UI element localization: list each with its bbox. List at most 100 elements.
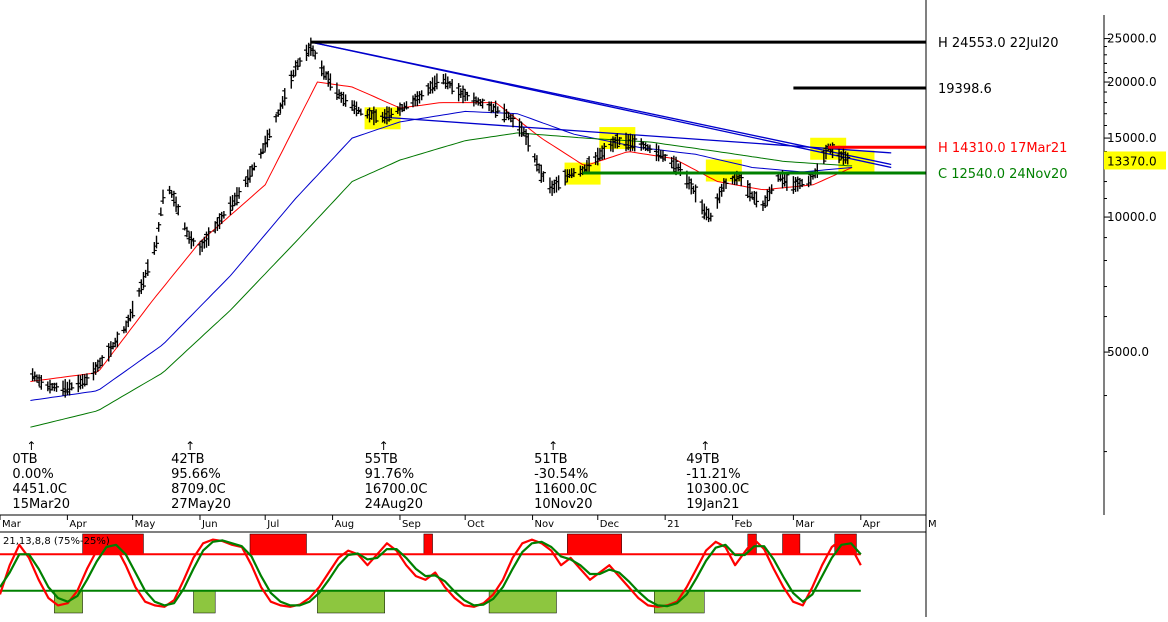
overbought-zone — [249, 533, 307, 555]
price-bar — [723, 178, 729, 189]
overbought-zone — [567, 533, 622, 555]
price-bar — [614, 133, 620, 149]
moving-average-line — [30, 81, 853, 382]
price-bar — [601, 142, 607, 160]
date-tick-label: 21 — [667, 519, 680, 530]
price-bar — [38, 374, 44, 390]
price-bar — [845, 152, 851, 165]
price-tick-label: 10000.0 — [1107, 210, 1157, 224]
oscillator-panel: 21,13,8,8 (75%-25%) — [0, 531, 926, 614]
price-bar — [799, 178, 805, 188]
date-axis: Mar Apr May Jun Jul Aug Sep Oct Nov Dec 21 Feb Mar Ap… — [0, 514, 937, 530]
moving-average-layer — [30, 81, 853, 428]
price-bar — [154, 235, 160, 249]
price-bar — [480, 98, 486, 109]
date-tick-label: Mar — [2, 519, 22, 530]
price-bar — [158, 207, 164, 217]
date-tick-label: Jun — [201, 519, 218, 530]
date-tick-label: May — [135, 519, 156, 530]
price-bar — [282, 88, 288, 106]
price-bar — [69, 382, 75, 391]
price-bar — [297, 57, 303, 67]
date-tick-label: Aug — [335, 519, 355, 530]
level-line-label: H 24553.0 22Jul20 — [938, 36, 1059, 51]
oscillator-slow-line — [0, 539, 862, 608]
price-bar — [562, 169, 568, 186]
price-axis: 25000.0 20000.0 15000.0 10000.0 5000.0 13370.… — [925, 0, 1166, 617]
price-bar — [54, 382, 60, 392]
overbought-zone — [423, 533, 433, 555]
price-bar — [571, 168, 577, 178]
price-bar — [290, 69, 296, 78]
swing-annotation: ↑ 49TB -11.21% 10300.0C 19Jan21 — [686, 440, 750, 512]
annotation-line: -30.54% — [534, 467, 589, 482]
annotation-line: 49TB — [686, 452, 720, 467]
annotation-line: 42TB — [171, 452, 205, 467]
price-bar — [769, 184, 775, 195]
annotation-line: 0.00% — [12, 467, 54, 482]
swing-annotation: ↑ 51TB -30.54% 11600.0C 10Nov20 — [534, 439, 597, 512]
level-line-label: 19398.6 — [938, 82, 992, 97]
price-bar — [251, 162, 257, 171]
price-bar — [419, 90, 425, 101]
price-bar — [662, 154, 668, 162]
level-line-label: C 12540.0 24Nov20 — [938, 167, 1068, 182]
price-tick-label: 25000.0 — [1107, 32, 1157, 46]
price-bar — [738, 173, 744, 187]
price-bar — [236, 187, 242, 199]
price-bar — [130, 300, 136, 319]
price-bar — [327, 73, 333, 91]
date-tick-label: M — [928, 519, 937, 530]
oversold-zone — [488, 590, 557, 614]
annotation-line: 16700.0C — [364, 482, 428, 497]
overbought-zone — [782, 533, 801, 555]
price-bar — [456, 83, 462, 102]
price-bar — [688, 178, 694, 195]
price-bar — [140, 271, 146, 289]
price-bar — [310, 45, 316, 57]
annotation-line: 15Mar20 — [12, 497, 71, 512]
annotation-line: 27May20 — [171, 497, 232, 512]
date-tick-label: Apr — [69, 519, 87, 530]
price-bar — [343, 94, 349, 107]
price-bar — [221, 210, 227, 219]
price-bar — [495, 106, 501, 114]
price-bar — [175, 204, 181, 216]
moving-average-line — [30, 132, 853, 428]
price-bar — [84, 373, 90, 386]
oversold-zone — [193, 590, 216, 614]
annotation-arrow-icon: ↑ — [548, 439, 559, 453]
annotation-line: 11600.0C — [534, 482, 597, 497]
swing-annotation: ↑ 42TB 95.66% 8709.0C 27May20 — [171, 439, 232, 512]
price-bar — [764, 189, 770, 206]
price-tick-label: 20000.0 — [1107, 75, 1157, 89]
price-bar — [206, 227, 212, 246]
moving-average-line — [30, 110, 853, 401]
price-bar — [617, 136, 623, 146]
price-bar — [647, 144, 653, 154]
price-bar — [632, 134, 638, 152]
price-bar — [373, 109, 379, 123]
date-tick-label: Feb — [735, 519, 753, 530]
annotation-line: 95.66% — [171, 467, 221, 482]
trend-line — [310, 41, 892, 166]
price-bar — [403, 101, 409, 110]
price-bar — [493, 100, 499, 118]
swing-annotation: ↑ 0TB 0.00% 4451.0C 15Mar20 — [12, 440, 71, 512]
annotation-line: 8709.0C — [171, 482, 226, 497]
annotation-line: 10300.0C — [686, 482, 750, 497]
price-bar — [151, 242, 157, 255]
date-tick-label: Dec — [600, 519, 619, 530]
annotation-arrow-icon: ↑ — [185, 439, 196, 453]
price-bar — [190, 237, 196, 247]
annotation-line: 0TB — [12, 452, 38, 467]
price-bar — [160, 189, 166, 204]
price-bar — [830, 142, 836, 159]
price-bar — [267, 128, 273, 139]
date-tick-label: Apr — [863, 519, 881, 530]
annotation-line: 4451.0C — [12, 482, 67, 497]
oscillator-params: 21,13,8,8 (75%-25%) — [3, 536, 110, 547]
price-bar — [358, 108, 364, 116]
